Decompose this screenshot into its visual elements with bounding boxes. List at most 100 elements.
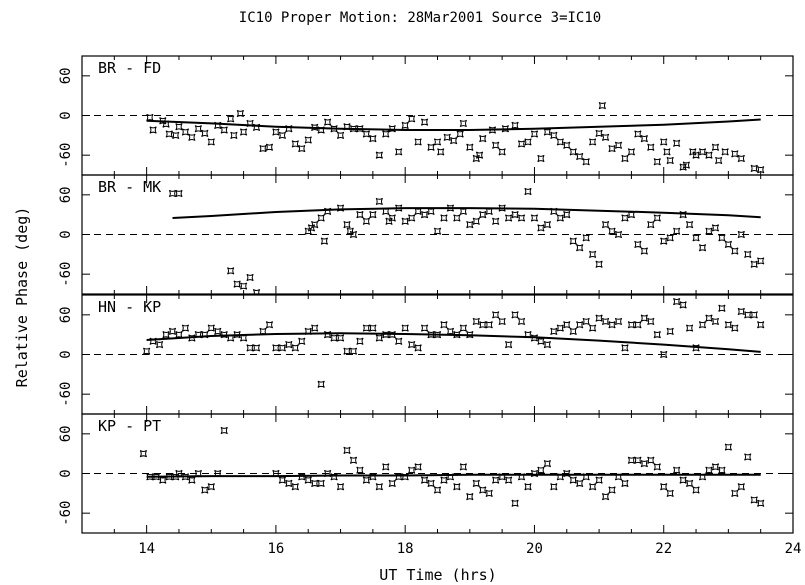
data-point [349,456,358,464]
data-point [343,347,351,355]
data-point [537,337,545,345]
data-point [459,119,467,128]
data-point [485,321,493,329]
data-point [330,473,338,481]
data-point [614,141,623,149]
data-point [757,257,765,265]
data-point [595,260,603,268]
y-tick-label: 60 [58,67,74,84]
data-point [349,230,358,239]
data-point [750,260,758,268]
chart-title: IC10 Proper Motion: 28Mar2001 Source 3=I… [239,10,601,26]
data-point [146,113,154,122]
data-point [291,483,299,491]
data-point [165,130,173,138]
data-point [459,324,467,332]
data-point [320,237,329,245]
data-point [466,493,474,501]
data-point [488,126,497,134]
data-point [666,234,674,242]
data-point [239,128,248,136]
data-point [543,459,552,468]
data-point [440,214,448,222]
data-point [220,426,228,435]
data-point [207,324,215,332]
x-tick-label: 14 [138,541,155,557]
data-point [711,224,720,232]
data-point [731,247,739,255]
data-point [563,321,571,329]
data-point [692,234,700,242]
data-point [666,327,674,335]
data-point [369,211,377,219]
data-point [446,327,455,335]
data-point [414,138,422,146]
data-point [492,476,500,484]
data-point [537,224,545,232]
data-point [317,380,325,388]
data-point [588,138,597,146]
data-points [146,101,765,174]
data-point [601,493,610,501]
data-point [737,230,745,239]
data-point [401,217,409,225]
data-point [614,317,623,326]
data-point [705,314,713,322]
data-point [524,483,532,491]
data-point [311,324,319,332]
data-point [647,220,655,229]
data-point [375,483,383,491]
data-point [556,324,564,332]
data-point [175,189,183,198]
y-tick-label: 0 [58,469,74,477]
panel-label: BR - FD [98,59,161,77]
data-point [640,314,648,322]
data-point [537,154,545,163]
data-point [705,466,713,474]
data-point [362,217,371,225]
panel-label: BR - MK [98,178,161,196]
data-point [433,486,442,494]
y-tick-label: -60 [58,382,74,407]
data-point [479,486,487,494]
data-point [673,297,681,306]
data-point [453,214,461,222]
data-point [511,499,519,507]
data-point [660,237,668,245]
data-point [408,340,416,349]
data-point [692,486,700,494]
data-point [143,347,151,355]
data-point [614,230,623,239]
data-point [155,340,164,349]
data-point [750,496,758,504]
data-point [317,479,325,488]
data-point [246,273,254,282]
data-point [408,466,416,474]
y-tick-label: 0 [58,111,74,119]
data-point [556,214,564,222]
data-point [679,301,687,309]
data-point [181,128,190,136]
data-point [724,321,732,329]
data-point [627,148,636,156]
data-point [543,340,552,349]
data-point [582,317,590,326]
data-point [336,483,345,491]
data-point [556,138,564,146]
data-point [711,143,720,151]
data-point [479,321,487,329]
data-point [640,247,648,255]
data-point [388,331,396,339]
data-point [420,211,429,219]
data-point [336,131,345,139]
data-point [653,463,661,471]
data-point [181,473,190,481]
data-point [504,214,513,222]
data-point [356,211,364,219]
data-point [530,214,539,222]
data-point [427,479,435,488]
data-point [317,214,325,222]
data-point [285,340,293,349]
data-point [757,321,765,329]
data-point [375,197,383,206]
